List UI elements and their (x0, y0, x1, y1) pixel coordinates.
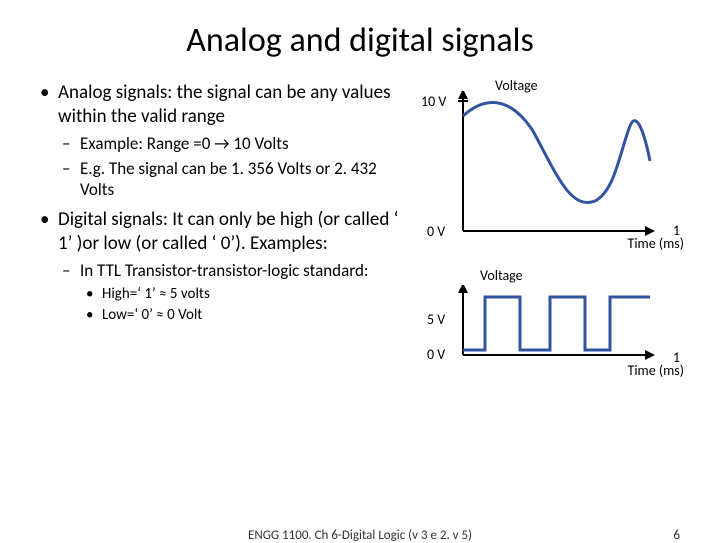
analog-chart-svg (455, 91, 655, 241)
bullet-digital-sub1a: High=‘ 1’ ≈ 5 volts (102, 285, 405, 304)
bullet-analog-text: Analog signals: the signal can be any va… (58, 81, 391, 128)
analog-wave (463, 102, 650, 202)
digital-wave (463, 297, 650, 350)
bullet-analog-sub1: Example: Range =0 → 10 Volts (80, 133, 405, 154)
digital-yaxis-arrow (458, 285, 468, 293)
digital-xaxis-arrow (645, 350, 655, 360)
slide-title: Analog and digital signals (40, 20, 680, 61)
footer-text: ENGG 1100. Ch 6-Digital Logic (v 3 e 2. … (248, 528, 472, 543)
bullet-analog-sub2: E.g. The signal can be 1. 356 Volts or 2… (80, 158, 405, 201)
page-number: 6 (673, 528, 680, 543)
bullet-digital-sub1: In TTL Transistor-transistor-logic stand… (80, 260, 405, 325)
digital-ymax-label: 5 V (427, 311, 445, 328)
analog-chart: Voltage 10 V 0 V 1 Time (ms) (415, 81, 680, 261)
bullet-digital-sub1b: Low=‘ 0’ ≈ 0 Volt (102, 306, 405, 325)
bullet-analog: Analog signals: the signal can be any va… (58, 81, 405, 200)
analog-ymin-label: 0 V (427, 223, 445, 240)
analog-yaxis-arrow (458, 91, 468, 99)
bullet-digital-text: Digital signals: It can only be high (or… (58, 208, 398, 255)
digital-chart: Voltage 5 V 0 V 1 Time (ms) (415, 271, 680, 411)
text-column: Analog signals: the signal can be any va… (40, 81, 405, 411)
bullet-digital: Digital signals: It can only be high (or… (58, 208, 405, 324)
digital-voltage-label: Voltage (480, 267, 523, 284)
analog-ymax-label: 10 V (421, 93, 446, 110)
content-area: Analog signals: the signal can be any va… (40, 81, 680, 411)
digital-ymin-label: 0 V (427, 346, 445, 363)
charts-column: Voltage 10 V 0 V 1 Time (ms) Voltage 5 V… (415, 81, 680, 411)
analog-xaxis-arrow (645, 226, 655, 236)
digital-chart-svg (455, 285, 655, 375)
bullet-digital-sub1-text: In TTL Transistor-transistor-logic stand… (80, 260, 368, 281)
